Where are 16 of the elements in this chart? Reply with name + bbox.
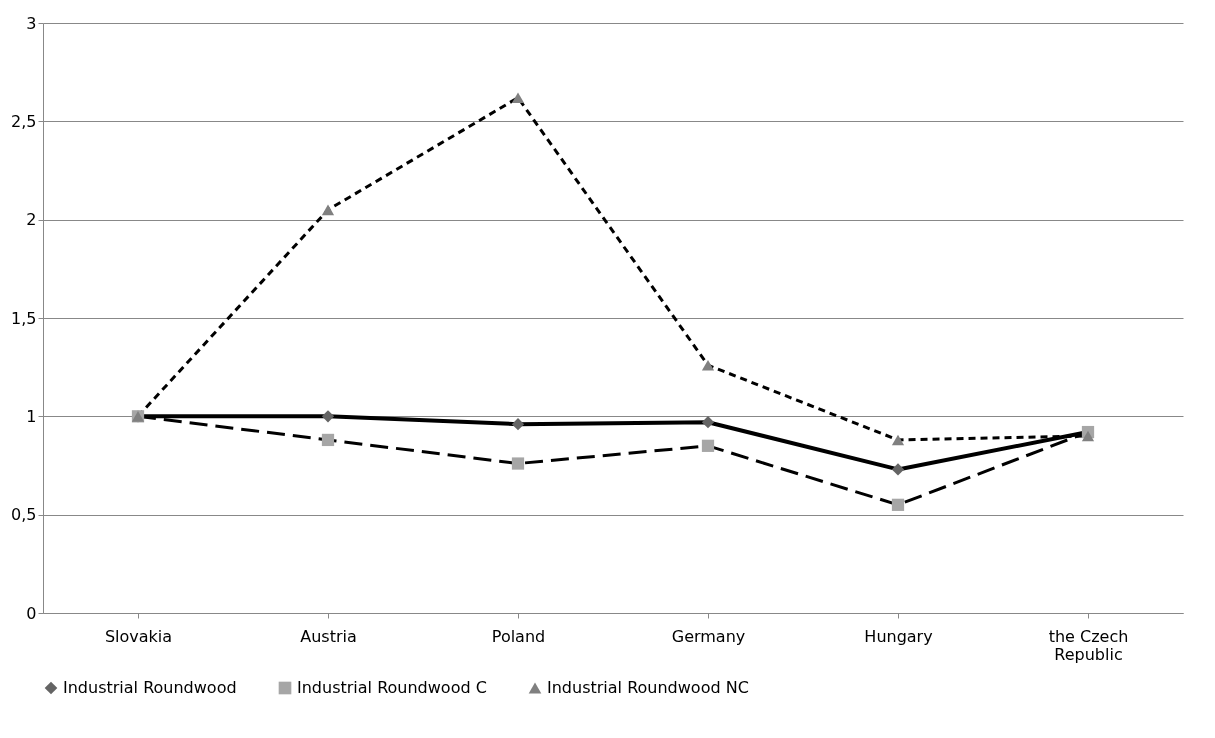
y-tick-label: 0 [26, 603, 37, 623]
y-tick-label: 1,5 [11, 308, 37, 328]
x-tick-label: Slovakia [104, 626, 173, 646]
legend-label: Industrial Roundwood NC [547, 678, 749, 697]
legend-label: Industrial Roundwood C [297, 678, 487, 697]
x-tick-label: Germany [671, 626, 746, 646]
y-tick-label: 2,5 [11, 111, 37, 131]
y-tick-label: 1 [26, 406, 37, 426]
x-tick-label: Poland [491, 626, 546, 646]
x-tick-label: Hungary [864, 626, 933, 646]
y-tick-label: 0,5 [11, 505, 37, 525]
legend-label: Industrial Roundwood [63, 678, 237, 697]
x-tick-label: the Czech Republic [1048, 626, 1129, 664]
y-tick-label: 3 [26, 13, 37, 33]
x-tick-label: Austria [300, 626, 357, 646]
y-tick-label: 2 [26, 210, 37, 230]
